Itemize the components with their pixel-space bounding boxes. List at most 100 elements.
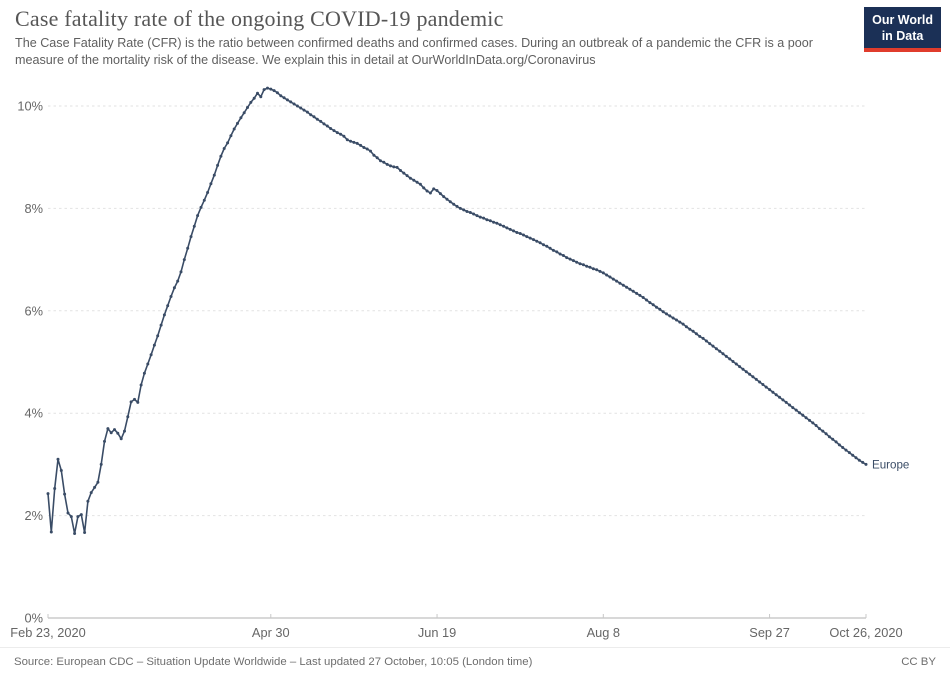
data-point[interactable] bbox=[861, 460, 865, 464]
data-point[interactable] bbox=[598, 269, 602, 273]
data-point[interactable] bbox=[179, 270, 183, 274]
data-point[interactable] bbox=[149, 353, 153, 357]
data-point[interactable] bbox=[136, 400, 140, 404]
data-point[interactable] bbox=[349, 139, 353, 143]
data-point[interactable] bbox=[608, 275, 612, 279]
data-point[interactable] bbox=[721, 352, 725, 356]
data-point[interactable] bbox=[448, 200, 452, 204]
data-point[interactable] bbox=[73, 532, 77, 535]
data-point[interactable] bbox=[808, 418, 811, 422]
data-point[interactable] bbox=[698, 334, 702, 338]
data-point[interactable] bbox=[239, 116, 243, 120]
data-point[interactable] bbox=[758, 380, 762, 384]
data-point[interactable] bbox=[741, 367, 745, 371]
data-point[interactable] bbox=[601, 271, 605, 275]
data-point[interactable] bbox=[415, 180, 419, 184]
data-point[interactable] bbox=[285, 98, 289, 102]
data-point[interactable] bbox=[192, 224, 196, 228]
data-point[interactable] bbox=[359, 143, 363, 147]
data-point[interactable] bbox=[641, 296, 645, 299]
data-point[interactable] bbox=[96, 480, 100, 484]
data-point[interactable] bbox=[272, 89, 276, 93]
data-point[interactable] bbox=[764, 385, 768, 389]
data-point[interactable] bbox=[605, 273, 609, 277]
data-point[interactable] bbox=[851, 453, 855, 457]
data-point[interactable] bbox=[103, 439, 106, 443]
data-point[interactable] bbox=[545, 244, 549, 248]
data-point[interactable] bbox=[329, 127, 333, 130]
data-point[interactable] bbox=[854, 456, 858, 460]
data-point[interactable] bbox=[206, 191, 210, 194]
data-point[interactable] bbox=[615, 279, 619, 283]
data-point[interactable] bbox=[289, 100, 293, 104]
data-point[interactable] bbox=[369, 149, 372, 153]
data-point[interactable] bbox=[209, 182, 213, 186]
data-point[interactable] bbox=[133, 397, 136, 401]
data-point[interactable] bbox=[462, 208, 466, 212]
data-point[interactable] bbox=[844, 448, 848, 452]
data-point[interactable] bbox=[262, 88, 266, 92]
data-point[interactable] bbox=[455, 204, 459, 208]
data-point[interactable] bbox=[445, 197, 449, 201]
data-point[interactable] bbox=[618, 281, 622, 285]
data-point[interactable] bbox=[611, 277, 615, 281]
data-point[interactable] bbox=[372, 153, 376, 157]
data-point[interactable] bbox=[76, 515, 80, 519]
data-point[interactable] bbox=[681, 322, 685, 326]
data-point[interactable] bbox=[794, 408, 798, 412]
data-point[interactable] bbox=[655, 305, 658, 309]
data-point[interactable] bbox=[226, 141, 230, 145]
data-point[interactable] bbox=[252, 96, 256, 100]
data-point[interactable] bbox=[176, 279, 180, 283]
data-point[interactable] bbox=[568, 257, 572, 261]
data-point[interactable] bbox=[678, 320, 682, 324]
data-point[interactable] bbox=[718, 349, 722, 353]
data-point[interactable] bbox=[93, 485, 97, 489]
line-chart[interactable]: 0% 2% 4% 6% 8% 10% Feb 23, 2020 Apr 30 Jun 19 Aug… bbox=[0, 75, 950, 641]
data-point[interactable] bbox=[322, 122, 326, 126]
data-point[interactable] bbox=[362, 146, 366, 149]
data-point[interactable] bbox=[442, 195, 446, 199]
data-point[interactable] bbox=[186, 246, 190, 250]
data-point[interactable] bbox=[83, 531, 87, 534]
data-point[interactable] bbox=[199, 205, 203, 209]
data-point[interactable] bbox=[591, 267, 595, 271]
data-point[interactable] bbox=[119, 437, 123, 441]
data-point[interactable] bbox=[515, 231, 519, 234]
data-point[interactable] bbox=[325, 124, 329, 128]
data-point[interactable] bbox=[279, 94, 283, 98]
data-point[interactable] bbox=[299, 106, 303, 110]
data-point[interactable] bbox=[661, 310, 665, 314]
data-point[interactable] bbox=[402, 171, 406, 175]
data-point[interactable] bbox=[788, 403, 791, 407]
owid-logo[interactable]: Our World in Data bbox=[864, 7, 941, 52]
data-point[interactable] bbox=[142, 371, 146, 375]
series-end-label[interactable]: Europe bbox=[872, 458, 909, 471]
data-point[interactable] bbox=[518, 232, 522, 235]
data-point[interactable] bbox=[495, 221, 499, 225]
data-point[interactable] bbox=[684, 325, 688, 329]
data-point[interactable] bbox=[392, 165, 396, 169]
data-point[interactable] bbox=[538, 241, 542, 245]
data-point[interactable] bbox=[309, 113, 313, 117]
data-point[interactable] bbox=[295, 104, 299, 108]
data-point[interactable] bbox=[798, 411, 801, 415]
data-point[interactable] bbox=[342, 134, 346, 138]
data-point[interactable] bbox=[275, 91, 279, 95]
data-point[interactable] bbox=[259, 95, 263, 99]
data-point[interactable] bbox=[834, 440, 838, 444]
data-point[interactable] bbox=[648, 301, 652, 305]
data-point[interactable] bbox=[266, 86, 269, 90]
data-point[interactable] bbox=[172, 286, 176, 290]
data-point[interactable] bbox=[688, 327, 692, 331]
data-point[interactable] bbox=[651, 303, 655, 307]
data-point[interactable] bbox=[435, 189, 439, 192]
data-point[interactable] bbox=[222, 147, 226, 150]
data-point[interactable] bbox=[817, 427, 821, 431]
data-point[interactable] bbox=[774, 393, 778, 397]
data-point[interactable] bbox=[668, 314, 672, 318]
data-point[interactable] bbox=[242, 111, 246, 115]
data-point[interactable] bbox=[714, 347, 718, 351]
data-point[interactable] bbox=[801, 413, 805, 417]
data-point[interactable] bbox=[778, 395, 781, 399]
